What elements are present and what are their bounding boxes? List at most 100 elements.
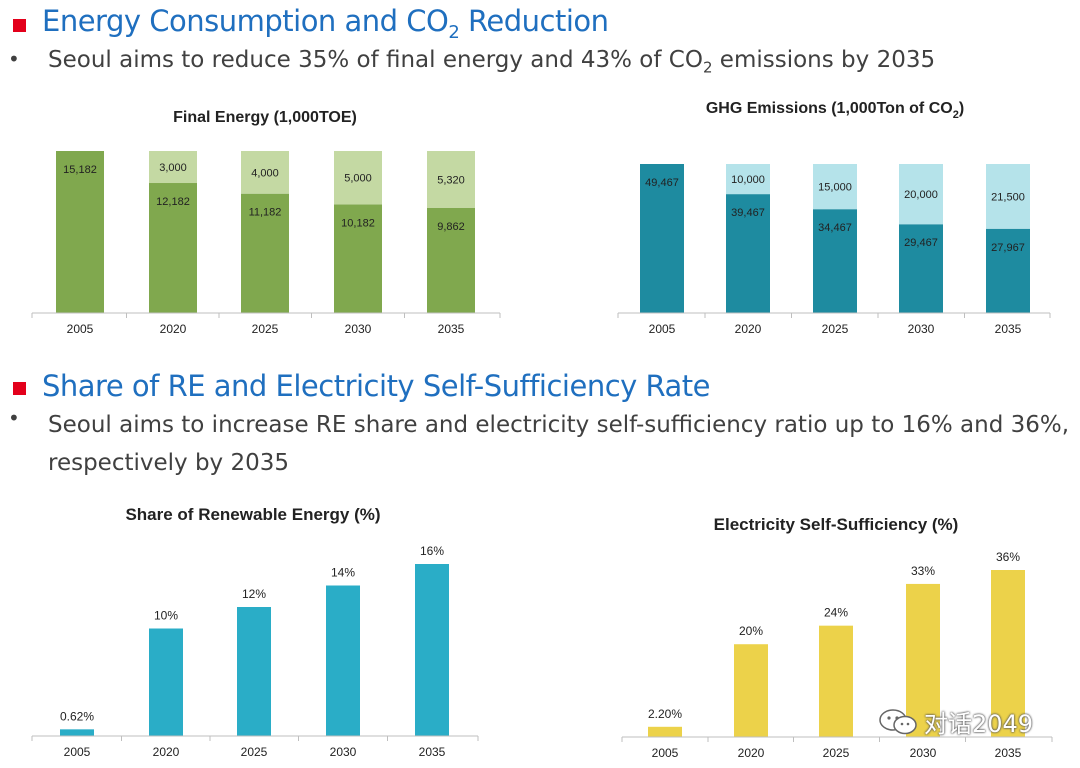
value-label-2005: 2.20%	[648, 707, 682, 721]
chart-title: GHG Emissions (1,000Ton of CO2)	[706, 100, 964, 121]
x-tick-label-2020: 2020	[738, 746, 765, 760]
x-tick-label-2025: 2025	[822, 322, 849, 336]
bar-base-2025	[241, 193, 289, 313]
bar-2005	[60, 729, 94, 736]
value-label-2035-reduction: 21,500	[991, 191, 1025, 203]
bar-base-2020	[726, 194, 770, 313]
section-heading-energy: Energy Consumption and CO2 Reduction	[13, 3, 609, 43]
x-tick-label-2025: 2025	[241, 745, 268, 759]
heading-text: Share of RE and Electricity Self-Suffici…	[42, 369, 711, 403]
x-tick-label-2035: 2035	[995, 322, 1022, 336]
bar-reduction-2025	[241, 151, 289, 194]
value-label-2005-base: 49,467	[645, 177, 679, 189]
bullet-dot-icon: •	[8, 47, 20, 71]
value-label-2020-reduction: 10,000	[731, 174, 765, 186]
value-label-2030-base: 29,467	[904, 237, 938, 249]
x-tick-label-2005: 2005	[64, 745, 91, 759]
value-label-2020-base: 39,467	[731, 207, 765, 219]
x-tick-label-2025: 2025	[252, 322, 279, 336]
bar-reduction-2035	[986, 164, 1030, 229]
watermark: 对话2049	[878, 704, 1033, 739]
bullet-text-tail: emissions by 2035	[712, 47, 936, 73]
x-tick-label-2035: 2035	[995, 746, 1022, 760]
value-label-2030: 33%	[911, 564, 935, 578]
value-label-2035: 36%	[996, 550, 1020, 564]
red-square-bullet-icon	[13, 381, 26, 395]
bullet-re-goal: • Seoul aims to increase RE share and el…	[8, 406, 1078, 482]
chart-title-main: GHG Emissions (1,000Ton of CO	[706, 100, 953, 117]
value-label-2030-reduction: 20,000	[904, 189, 938, 201]
bar-base-2005	[56, 151, 104, 313]
red-square-bullet-icon	[13, 18, 26, 32]
bullet-dot-icon: •	[8, 406, 20, 430]
bar-base-2030	[334, 204, 382, 313]
x-tick-label-2025: 2025	[823, 746, 850, 760]
value-label-2025: 24%	[824, 606, 848, 620]
value-label-2030: 14%	[331, 566, 355, 580]
ghg-emissions-chart: GHG Emissions (1,000Ton of CO2) 49,467 20…	[617, 100, 1051, 336]
value-label-2025-base: 34,467	[818, 222, 852, 234]
bar-2035	[991, 570, 1025, 737]
bullet-text: Seoul aims to reduce 35% of final energy…	[48, 47, 935, 77]
chart-title: Final Energy (1,000TOE)	[173, 109, 357, 126]
bullet-energy-goal: • Seoul aims to reduce 35% of final ener…	[8, 47, 1068, 81]
final-energy-chart: Final Energy (1,000TOE) 15,182 2005 12,182…	[31, 109, 501, 336]
x-tick-label-2005: 2005	[67, 322, 94, 336]
heading-subscript: 2	[448, 21, 460, 43]
heading-text-main: Energy Consumption and CO	[42, 3, 449, 38]
bar-base-2035	[986, 228, 1030, 313]
x-tick-label-2020: 2020	[160, 322, 187, 336]
x-tick-label-2020: 2020	[735, 322, 762, 336]
heading-text-tail: Reduction	[459, 3, 609, 38]
bar-2025	[819, 625, 853, 737]
x-tick-label-2020: 2020	[153, 745, 180, 759]
bar-2005	[648, 726, 682, 737]
value-label-2035-base: 27,967	[991, 242, 1025, 254]
bullet-text: Seoul aims to increase RE share and elec…	[48, 412, 1070, 476]
x-tick-label-2030: 2030	[345, 322, 372, 336]
section-heading-re: Share of RE and Electricity Self-Suffici…	[13, 366, 711, 406]
value-label-2025-base: 11,182	[249, 207, 282, 219]
bar-reduction-2025	[813, 164, 857, 210]
bar-2025	[237, 607, 271, 736]
bar-2030	[906, 583, 940, 737]
value-label-2025-reduction: 4,000	[251, 167, 279, 179]
bar-2020	[149, 628, 183, 736]
x-tick-label-2005: 2005	[649, 322, 676, 336]
value-label-2020: 10%	[154, 609, 178, 623]
chat-bubbles-icon	[879, 708, 917, 734]
x-tick-label-2005: 2005	[652, 746, 679, 760]
electricity-self-sufficiency-chart: Electricity Self-Sufficiency (%) 2.20% 20…	[621, 515, 1053, 760]
bar-base-2030	[899, 224, 943, 313]
x-tick-label-2030: 2030	[910, 746, 937, 760]
bar-2035	[415, 564, 449, 736]
chart-title: Electricity Self-Sufficiency (%)	[714, 515, 959, 534]
bar-2020	[734, 644, 768, 737]
value-label-2005-base: 15,182	[63, 164, 97, 176]
heading-text: Energy Consumption and CO2 Reduction	[42, 4, 609, 43]
bar-reduction-2030	[899, 164, 943, 225]
value-label-2030-base: 10,182	[341, 217, 375, 229]
bar-reduction-2020	[726, 164, 770, 195]
bar-base-2025	[813, 209, 857, 313]
bar-base-2035	[427, 207, 475, 313]
watermark-text: 对话2049	[924, 710, 1034, 738]
x-tick-label-2035: 2035	[438, 322, 465, 336]
bar-reduction-2035	[427, 151, 475, 208]
chart-title-tail: )	[959, 100, 964, 117]
bar-reduction-2020	[149, 151, 197, 184]
bar-base-2005	[640, 164, 684, 313]
chart-title-subscript: 2	[953, 109, 959, 121]
value-label-2035: 16%	[420, 544, 444, 558]
bar-base-2020	[149, 183, 197, 313]
x-tick-label-2030: 2030	[908, 322, 935, 336]
value-label-2005: 0.62%	[60, 709, 94, 723]
bullet-text-main: Seoul aims to reduce 35% of final energy…	[48, 47, 703, 73]
chart-title: Share of Renewable Energy (%)	[125, 505, 380, 524]
x-tick-label-2030: 2030	[330, 745, 357, 759]
x-tick-label-2035: 2035	[419, 745, 446, 759]
value-label-2025-reduction: 15,000	[818, 182, 852, 194]
value-label-2025: 12%	[242, 587, 266, 601]
value-label-2020-reduction: 3,000	[159, 162, 187, 174]
value-label-2035-reduction: 5,320	[437, 174, 465, 186]
